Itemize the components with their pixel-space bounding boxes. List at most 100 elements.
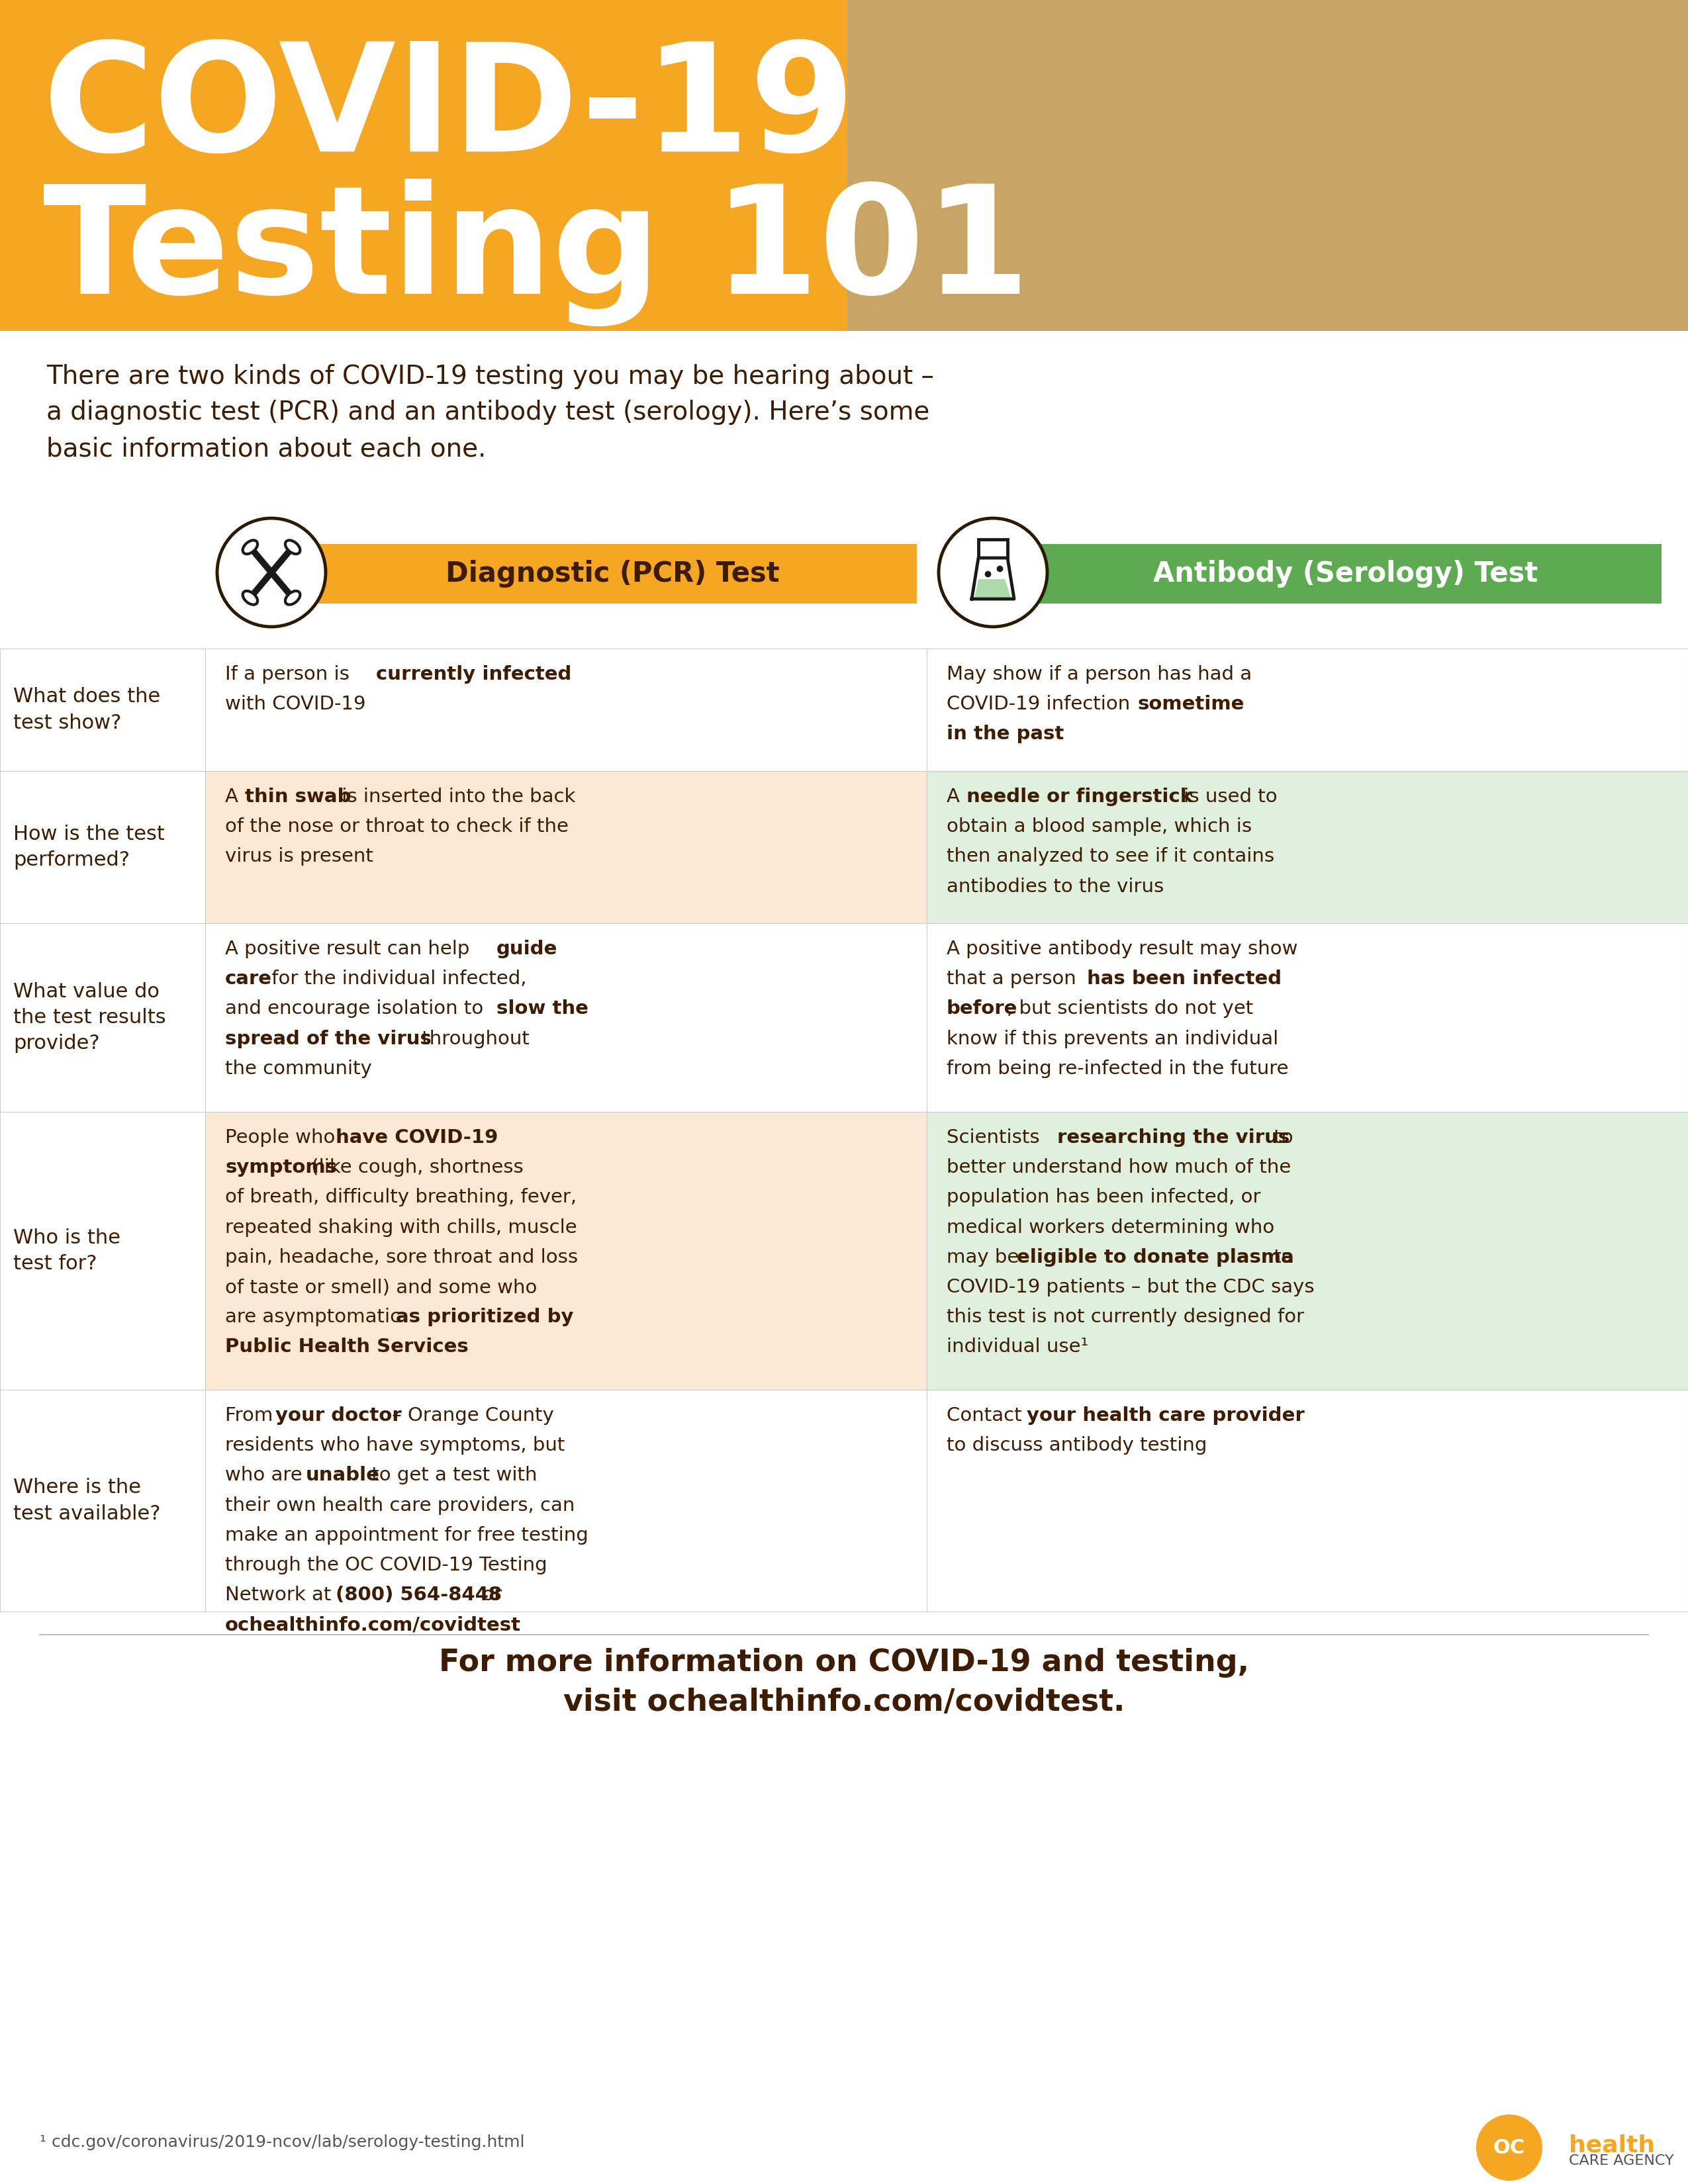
Text: then analyzed to see if it contains: then analyzed to see if it contains xyxy=(947,847,1274,865)
Text: A positive result can help: A positive result can help xyxy=(225,939,476,959)
FancyBboxPatch shape xyxy=(206,924,927,1112)
Text: currently infected: currently infected xyxy=(376,666,571,684)
Text: obtain a blood sample, which is: obtain a blood sample, which is xyxy=(947,817,1252,836)
Text: People who: People who xyxy=(225,1129,341,1147)
Text: There are two kinds of COVID-19 testing you may be hearing about –
a diagnostic : There are two kinds of COVID-19 testing … xyxy=(46,365,933,461)
Text: COVID-19 infection: COVID-19 infection xyxy=(947,695,1136,714)
Text: spread of the virus: spread of the virus xyxy=(225,1029,432,1048)
Text: Antibody (Serology) Test: Antibody (Serology) Test xyxy=(1153,559,1538,587)
Text: is inserted into the back: is inserted into the back xyxy=(336,788,576,806)
Text: make an appointment for free testing: make an appointment for free testing xyxy=(225,1527,589,1544)
Text: Public Health Services: Public Health Services xyxy=(225,1339,469,1356)
Text: to get a test with: to get a test with xyxy=(366,1465,537,1485)
Text: If a person is: If a person is xyxy=(225,666,356,684)
Text: – Orange County: – Orange County xyxy=(385,1406,554,1424)
Text: CARE AGENCY: CARE AGENCY xyxy=(1568,2153,1674,2167)
Text: A positive antibody result may show: A positive antibody result may show xyxy=(947,939,1298,959)
Text: ochealthinfo.com/covidtest: ochealthinfo.com/covidtest xyxy=(225,1616,522,1634)
Text: in the past: in the past xyxy=(947,725,1063,743)
FancyBboxPatch shape xyxy=(0,0,1688,332)
Text: to: to xyxy=(1268,1129,1293,1147)
Text: (800) 564-8448: (800) 564-8448 xyxy=(336,1586,501,1605)
Text: of the nose or throat to check if the: of the nose or throat to check if the xyxy=(225,817,569,836)
Text: are asymptomatic: are asymptomatic xyxy=(225,1308,407,1326)
Text: to discuss antibody testing: to discuss antibody testing xyxy=(947,1437,1207,1455)
Ellipse shape xyxy=(243,592,258,605)
Text: May show if a person has had a: May show if a person has had a xyxy=(947,666,1252,684)
Text: throughout: throughout xyxy=(415,1029,530,1048)
Text: and encourage isolation to: and encourage isolation to xyxy=(225,1000,490,1018)
FancyBboxPatch shape xyxy=(927,1389,1688,1612)
Text: guide: guide xyxy=(496,939,557,959)
Text: antibodies to the virus: antibodies to the virus xyxy=(947,878,1165,895)
Text: , but scientists do not yet: , but scientists do not yet xyxy=(1006,1000,1252,1018)
Text: this test is not currently designed for: this test is not currently designed for xyxy=(947,1308,1305,1326)
Text: the community: the community xyxy=(225,1059,371,1079)
Text: or: or xyxy=(476,1586,501,1605)
Text: Diagnostic (PCR) Test: Diagnostic (PCR) Test xyxy=(446,559,780,587)
Text: thin swab: thin swab xyxy=(245,788,351,806)
FancyBboxPatch shape xyxy=(847,0,1688,332)
Text: needle or fingerstick: needle or fingerstick xyxy=(967,788,1193,806)
Text: before: before xyxy=(947,1000,1018,1018)
Text: from being re-infected in the future: from being re-infected in the future xyxy=(947,1059,1288,1079)
Circle shape xyxy=(218,518,326,627)
Text: symptoms: symptoms xyxy=(225,1158,338,1177)
FancyBboxPatch shape xyxy=(0,649,206,771)
FancyBboxPatch shape xyxy=(0,771,206,924)
FancyBboxPatch shape xyxy=(979,539,1008,557)
Text: have COVID-19: have COVID-19 xyxy=(336,1129,498,1147)
Text: Network at: Network at xyxy=(225,1586,338,1605)
Text: unable: unable xyxy=(306,1465,380,1485)
Text: care: care xyxy=(225,970,272,987)
Text: population has been infected, or: population has been infected, or xyxy=(947,1188,1261,1208)
Text: A: A xyxy=(225,788,245,806)
Text: Contact: Contact xyxy=(947,1406,1028,1424)
FancyBboxPatch shape xyxy=(927,1112,1688,1389)
Text: What value do
the test results
provide?: What value do the test results provide? xyxy=(14,983,165,1053)
Text: residents who have symptoms, but: residents who have symptoms, but xyxy=(225,1437,565,1455)
Text: your health care provider: your health care provider xyxy=(1026,1406,1305,1424)
Text: know if this prevents an individual: know if this prevents an individual xyxy=(947,1029,1278,1048)
Text: that a person: that a person xyxy=(947,970,1082,987)
Text: is used to: is used to xyxy=(1178,788,1278,806)
Text: ¹ cdc.gov/coronavirus/2019-ncov/lab/serology-testing.html: ¹ cdc.gov/coronavirus/2019-ncov/lab/sero… xyxy=(41,2134,525,2151)
Text: with COVID-19: with COVID-19 xyxy=(225,695,366,714)
Text: How is the test
performed?: How is the test performed? xyxy=(14,826,165,869)
FancyBboxPatch shape xyxy=(206,649,927,771)
Text: for the individual infected,: for the individual infected, xyxy=(265,970,527,987)
Text: Testing 101: Testing 101 xyxy=(42,179,1030,325)
Text: health: health xyxy=(1568,2134,1654,2158)
FancyBboxPatch shape xyxy=(927,924,1688,1112)
FancyBboxPatch shape xyxy=(206,771,927,924)
FancyBboxPatch shape xyxy=(927,771,1688,924)
Text: virus is present: virus is present xyxy=(225,847,373,865)
Text: pain, headache, sore throat and loss: pain, headache, sore throat and loss xyxy=(225,1247,577,1267)
Text: (like cough, shortness: (like cough, shortness xyxy=(306,1158,523,1177)
FancyBboxPatch shape xyxy=(206,1112,927,1389)
Text: as prioritized by: as prioritized by xyxy=(395,1308,574,1326)
Text: eligible to donate plasma: eligible to donate plasma xyxy=(1016,1247,1295,1267)
Text: OC: OC xyxy=(1494,2138,1526,2158)
FancyBboxPatch shape xyxy=(1030,544,1661,603)
Text: who are: who are xyxy=(225,1465,309,1485)
Text: From: From xyxy=(225,1406,279,1424)
Text: may be: may be xyxy=(947,1247,1025,1267)
Text: has been infected: has been infected xyxy=(1087,970,1281,987)
Circle shape xyxy=(1477,2114,1543,2180)
Text: researching the virus: researching the virus xyxy=(1057,1129,1290,1147)
Circle shape xyxy=(939,518,1047,627)
Ellipse shape xyxy=(243,539,258,555)
FancyBboxPatch shape xyxy=(0,1112,206,1389)
Text: of breath, difficulty breathing, fever,: of breath, difficulty breathing, fever, xyxy=(225,1188,577,1208)
Text: Scientists: Scientists xyxy=(947,1129,1047,1147)
FancyBboxPatch shape xyxy=(0,924,206,1112)
Text: slow the: slow the xyxy=(496,1000,587,1018)
Text: sometime: sometime xyxy=(1138,695,1244,714)
Text: repeated shaking with chills, muscle: repeated shaking with chills, muscle xyxy=(225,1219,577,1236)
Ellipse shape xyxy=(285,539,300,555)
FancyBboxPatch shape xyxy=(206,1389,927,1612)
Text: to: to xyxy=(1268,1247,1293,1267)
Text: medical workers determining who: medical workers determining who xyxy=(947,1219,1274,1236)
Text: visit ochealthinfo.com/covidtest.: visit ochealthinfo.com/covidtest. xyxy=(564,1688,1124,1717)
